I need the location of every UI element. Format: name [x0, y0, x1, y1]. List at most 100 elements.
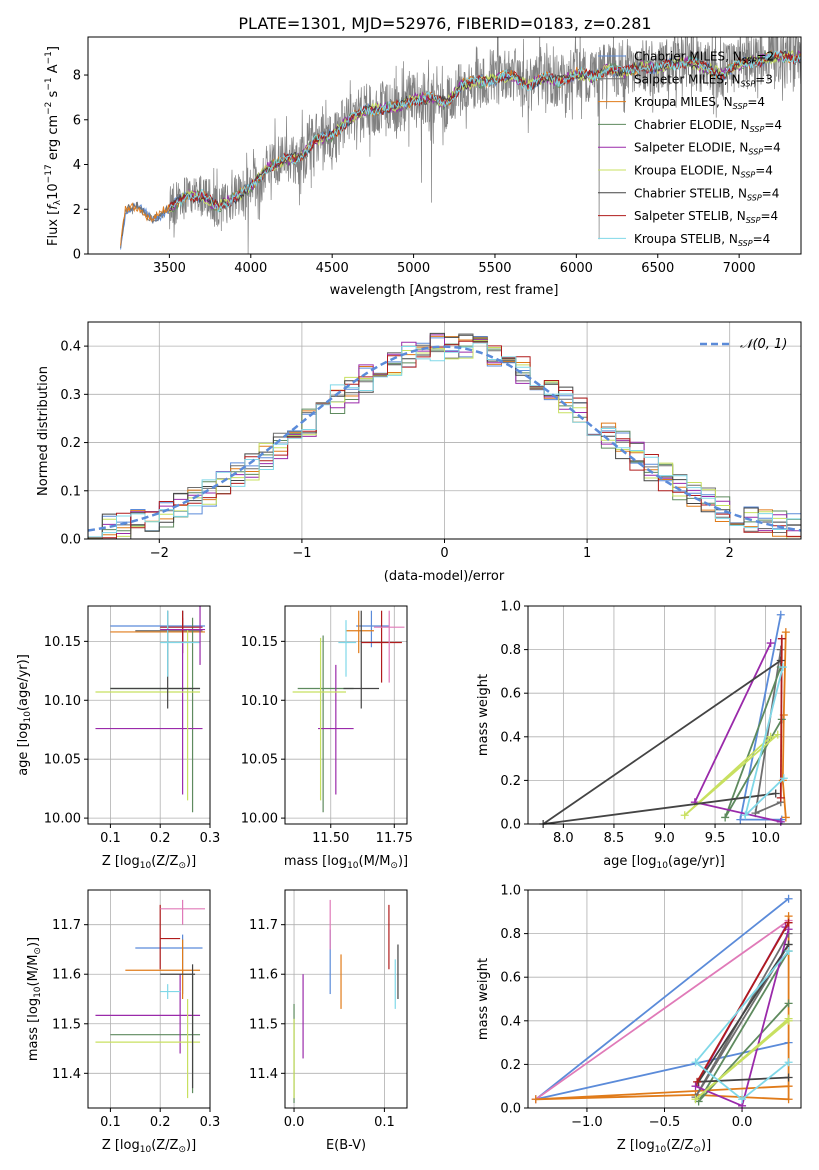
spectrum-plot-area	[120, 37, 801, 254]
weights-vs-Z-series-salpeter_stelib	[696, 922, 790, 1083]
weights-vs-age-marker-kroupa_stelib	[741, 811, 750, 820]
age-vs-Z-errorbar-chabrier_elodie	[110, 617, 201, 813]
panel-weights-vs-age: 8.0 8.5 9.0 9.5 10.0 0.0 0.2 0.4 0.6 0.8 1.0 age […	[476, 600, 802, 871]
age-vs-mass-content: 11.50 11.75 10.00 10.05 10.10 10.15	[241, 606, 413, 846]
weights-vs-age-x-tick-label: 8.0	[553, 831, 574, 846]
mass-vs-ebv-y-tick-label: 11.4	[249, 1067, 278, 1082]
weights-vs-age-marker-kroupa_elodie	[680, 811, 689, 820]
weights-vs-age-marker-chabrier_stelib	[771, 789, 780, 798]
spectrum-x-label: wavelength [Angstrom, rest frame]	[330, 283, 559, 298]
weights-vs-Z-marker-kroupa_stelib	[784, 1058, 793, 1067]
weights-vs-age-x-tick-label: 8.5	[604, 831, 625, 846]
mass-vs-ebv-x-tick-label: 0.0	[284, 1115, 305, 1130]
spectrum-y-tick-label: 2	[73, 203, 81, 218]
panel-residuals: −2 −1 0 1 2 0.0 0.1 0.2 0.3 0.4 𝒩(0, 1) (data-mod…	[36, 321, 802, 584]
mass-vs-Z-y-tick-label: 11.4	[52, 1067, 81, 1082]
mass-vs-ebv-y-tick-label: 11.5	[249, 1017, 278, 1032]
weights-vs-Z-x-label: Z [log10(Z/Z⊙)]	[617, 1138, 711, 1155]
mass-vs-Z-errorbar-kroupa_miles	[125, 939, 201, 999]
age-vs-mass-errorbar-pink	[373, 610, 405, 683]
histogram-kroupa_stelib	[88, 342, 801, 539]
spectrum-x-tick-label: 6500	[641, 261, 674, 276]
spectrum-frame	[87, 36, 802, 255]
weights-vs-age-marker-salpeter_elodie	[766, 639, 775, 648]
age-vs-Z-errorbar-kroupa_stelib	[160, 610, 201, 677]
spectrum-y-tick-label: 8	[73, 69, 81, 84]
spectrum-y-tick-label: 6	[73, 113, 81, 128]
age-vs-Z-x-label: Z [log10(Z/Z⊙)]	[102, 854, 196, 871]
mass-vs-Z-frame	[87, 889, 211, 1109]
mass-vs-ebv-content: 0.0 0.1 11.4 11.5 11.6 11.7	[249, 890, 407, 1130]
residuals-y-tick-label: 0.0	[60, 533, 81, 548]
mass-vs-Z-x-tick-label: 0.2	[150, 1115, 171, 1130]
residuals-grid: −2 −1 0 1 2 0.0 0.1 0.2 0.3 0.4	[60, 322, 801, 561]
weights-vs-age-x-tick-label: 9.0	[654, 831, 675, 846]
legend-label-chabrier_miles: Chabrier MILES, NSSP=2	[634, 50, 774, 66]
age-vs-mass-errorbar-kroupa_stelib	[338, 620, 357, 677]
weights-vs-Z-frame	[527, 889, 802, 1109]
age-vs-Z-x-tick-label: 0.3	[200, 831, 221, 846]
spectrum-legend: Chabrier MILES, NSSP=2 Salpeter MILES, NS…	[598, 50, 782, 248]
weights-vs-Z-content: −1.0 −0.5 0.0 0.0 0.2 0.4 0.6 0.8 1.0	[500, 884, 801, 1130]
weights-vs-Z-y-tick-label: 0.8	[500, 927, 521, 942]
weights-vs-age-y-tick-label: 0.8	[500, 643, 521, 658]
mass-vs-Z-errorbar-kroupa_stelib	[160, 984, 181, 999]
age-vs-Z-x-tick-label: 0.1	[100, 831, 121, 846]
weights-vs-Z-marker-salpeter_stelib	[693, 1077, 702, 1086]
spectrum-x-tick-label: 6000	[560, 261, 593, 276]
age-vs-Z-frame	[87, 605, 211, 825]
age-vs-Z-errorbar-chabrier_stelib	[110, 610, 201, 709]
weights-vs-age-marker-kroupa_elodie	[766, 732, 775, 741]
weights-vs-Z-y-tick-label: 0.6	[500, 971, 521, 986]
age-vs-Z-y-label: age [log10(age/yr)]	[16, 654, 33, 776]
residuals-y-tick-label: 0.1	[60, 484, 81, 499]
mass-vs-Z-x-tick-label: 0.1	[100, 1115, 121, 1130]
weights-vs-Z-x-tick-label: −0.5	[649, 1115, 681, 1130]
age-vs-mass-errorbar-chabrier_stelib	[343, 610, 380, 709]
weights-vs-age-marker-salpeter_stelib	[776, 793, 785, 802]
weights-vs-age-series-kroupa_miles	[781, 632, 787, 818]
panel-mass-vs-ebv: 0.0 0.1 11.4 11.5 11.6 11.7 E(B-V)	[249, 889, 408, 1153]
mass-vs-Z-errorbar-chabrier_elodie	[110, 974, 201, 1094]
mass-vs-Z-errorbar-salpeter_stelib	[159, 904, 181, 970]
weights-vs-Z-marker-kroupa_elodie	[784, 1016, 793, 1025]
mass-vs-Z-content: 0.1 0.2 0.3 11.4 11.5 11.6 11.7	[52, 890, 220, 1130]
weights-vs-age-frame	[527, 605, 802, 825]
weights-vs-Z-series-pink	[535, 919, 790, 1101]
mass-vs-Z-errorbar-kroupa_elodie	[95, 999, 201, 1099]
age-vs-mass-errorbar-salpeter_elodie	[318, 664, 354, 795]
panel-age-vs-Z: 0.1 0.2 0.3 10.00 10.05 10.10 10.15 Z [log10(Z…	[16, 605, 221, 871]
age-vs-Z-content: 0.1 0.2 0.3 10.00 10.05 10.10 10.15	[44, 606, 221, 846]
spectrum-y-ticks: 0 2 4 6 8	[73, 69, 88, 263]
weights-vs-Z-marker-kroupa_miles	[784, 1095, 793, 1104]
spectrum-y-tick-label: 0	[73, 248, 81, 263]
weights-vs-Z-y-tick-label: 0.4	[500, 1014, 521, 1029]
spectrum-x-tick-label: 3500	[153, 261, 186, 276]
residuals-x-tick-label: 0	[440, 546, 448, 561]
weights-vs-age-y-label: mass weight	[476, 674, 491, 756]
weights-vs-Z-marker-chabrier_elodie	[784, 999, 793, 1008]
weights-vs-age-marker-salpeter_stelib	[777, 634, 786, 643]
residuals-legend: 𝒩(0, 1)	[700, 337, 787, 352]
spectrum-x-tick-label: 7000	[723, 261, 756, 276]
age-vs-Z-errorbar-salpeter_elodie	[95, 617, 203, 795]
mass-vs-ebv-y-tick-label: 11.6	[249, 968, 278, 983]
mass-vs-Z-y-tick-label: 11.6	[52, 968, 81, 983]
residuals-y-tick-label: 0.2	[60, 436, 81, 451]
mass-vs-Z-y-tick-label: 11.5	[52, 1017, 81, 1032]
residuals-y-tick-label: 0.3	[60, 388, 81, 403]
spectrum-x-tick-label: 5500	[478, 261, 511, 276]
age-vs-Z-y-tick-label: 10.15	[44, 635, 81, 650]
age-vs-mass-y-tick-label: 10.15	[241, 635, 278, 650]
panel-spectrum: Chabrier MILES, NSSP=2 Salpeter MILES, NS…	[44, 36, 802, 298]
weights-vs-Z-marker-chabrier_miles	[784, 894, 793, 903]
model-spectrum-kroupa_stelib	[169, 50, 801, 213]
weights-vs-age-marker-kroupa_stelib	[778, 663, 787, 672]
mass-vs-Z-errorbar-salpeter_elodie	[95, 974, 201, 1054]
age-vs-mass-x-tick-label: 11.50	[312, 831, 349, 846]
weights-vs-age-marker-chabrier_elodie	[721, 813, 730, 822]
age-vs-mass-y-tick-label: 10.00	[241, 812, 278, 827]
weights-vs-Z-marker-kroupa_miles	[784, 1082, 793, 1091]
legend-label-kroupa_elodie: Kroupa ELODIE, NSSP=4	[634, 164, 773, 180]
residuals-y-label: Normed distribution	[36, 366, 51, 496]
